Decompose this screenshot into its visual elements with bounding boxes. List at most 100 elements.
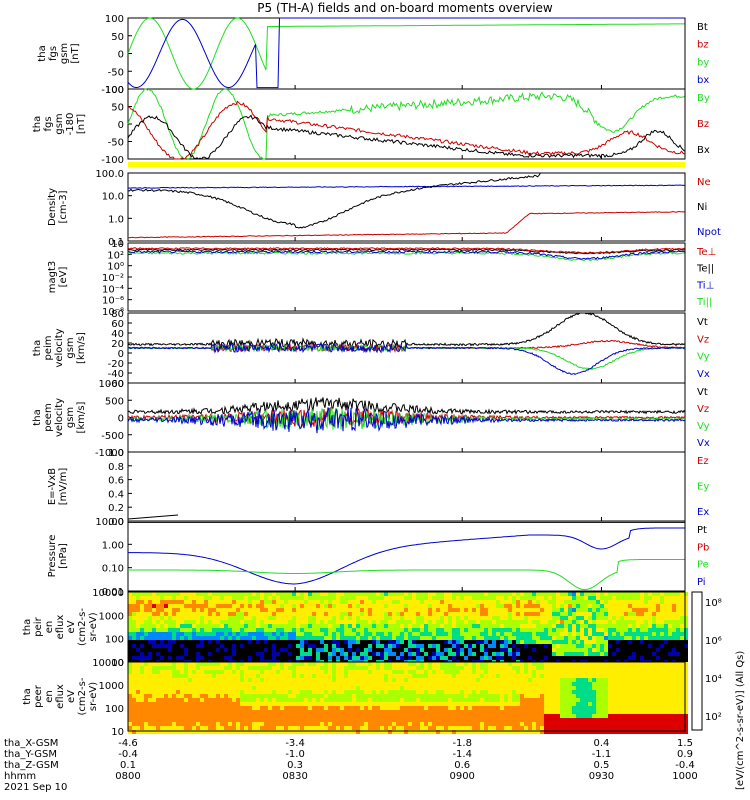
panel-2-ytick-label: 0 <box>118 120 124 131</box>
spectrogram-ion-cell <box>172 604 176 608</box>
spectrogram-ion-cell <box>240 624 244 628</box>
spectrogram-electron-cell <box>596 730 600 734</box>
spectrogram-ion-cell <box>516 616 520 620</box>
spectrogram-electron-cell <box>156 686 160 690</box>
spectrogram-electron-cell <box>188 666 192 670</box>
spectrogram-ion-cell <box>248 632 252 636</box>
spectrogram-ion-cell <box>364 636 368 640</box>
spectrogram-ion-cell <box>632 600 636 604</box>
spectrogram-ion-cell <box>264 608 268 612</box>
spectrogram-ion-cell <box>584 628 588 632</box>
spectrogram-electron-cell <box>388 706 392 710</box>
spectrogram-electron-cell <box>232 678 236 682</box>
spectrogram-ion-cell <box>624 592 628 596</box>
spectrogram-electron-cell <box>312 690 316 694</box>
spectrogram-electron-cell <box>332 710 336 714</box>
spectrogram-ion-cell <box>148 608 152 612</box>
spectrogram-electron-cell <box>352 670 356 674</box>
spectrogram-ion-cell <box>508 604 512 608</box>
spectrogram-ion-cell <box>536 596 540 600</box>
spectrogram-ion-cell <box>664 636 668 640</box>
spectrogram-electron-cell <box>488 722 492 726</box>
spectrogram-electron-cell <box>440 718 444 722</box>
spectrogram-electron-cell <box>308 726 312 730</box>
spectrogram-ion-cell <box>192 608 196 612</box>
spectrogram-electron-cell <box>312 710 316 714</box>
spectrogram-ion-cell <box>500 624 504 628</box>
spectrogram-ion-cell <box>208 636 212 640</box>
spectrogram-electron-cell <box>336 722 340 726</box>
spectrogram-ion-cell <box>388 640 392 644</box>
spectrogram-electron-cell <box>268 698 272 702</box>
spectrogram-ion-cell <box>248 628 252 632</box>
spectrogram-electron-cell <box>572 666 576 670</box>
spectrogram-electron-cell <box>176 718 180 722</box>
spectrogram-electron-cell <box>212 698 216 702</box>
spectrogram-electron-cell <box>512 702 516 706</box>
spectrogram-ion-cell <box>328 624 332 628</box>
spectrogram-ion-cell <box>372 608 376 612</box>
spectrogram-ion-cell <box>472 624 476 628</box>
panel-1-ylabel: thafgsgsm[nT] <box>37 43 81 64</box>
spectrogram-ion-cell <box>624 616 628 620</box>
spectrogram-ion-cell <box>412 628 416 632</box>
spectrogram-ion-cell <box>252 640 256 644</box>
spectrogram-ion-cell <box>392 596 396 600</box>
spectrogram-ion-cell <box>492 632 496 636</box>
spectrogram-electron-cell <box>600 710 604 714</box>
spectrogram-ion-cell <box>428 636 432 640</box>
spectrogram-electron-cell <box>232 674 236 678</box>
spectrogram-ion-cell <box>172 652 176 656</box>
spectrogram-electron-cell <box>400 726 404 730</box>
spectrogram-ion-cell <box>380 612 384 616</box>
spectrogram-ion-cell <box>512 616 516 620</box>
spectrogram-electron-cell <box>496 678 500 682</box>
spectrogram-ion-cell <box>316 636 320 640</box>
spectrogram-ion-cell <box>164 644 168 648</box>
spectrogram-electron-cell <box>348 698 352 702</box>
spectrogram-electron-cell <box>540 722 544 726</box>
spectrogram-electron-cell <box>548 698 552 702</box>
spectrogram-ion-cell <box>252 624 256 628</box>
spectrogram-ion-cell <box>420 628 424 632</box>
spectrogram-ion-cell <box>664 640 668 644</box>
spectrogram-electron-cell <box>428 690 432 694</box>
spectrogram-electron-cell <box>316 670 320 674</box>
spectrogram-ion-cell <box>288 636 292 640</box>
spectrogram-electron-cell <box>396 690 400 694</box>
spectrogram-ion-cell <box>396 656 400 660</box>
spectrogram-ion-cell <box>196 632 200 636</box>
spectrogram-electron-cell <box>560 686 564 690</box>
spectrogram-electron-cell <box>456 730 460 734</box>
spectrogram-ion-cell <box>612 596 616 600</box>
spectrogram-electron-cell <box>480 718 484 722</box>
spectrogram-electron-cell <box>340 686 344 690</box>
spectrogram-electron-cell <box>544 702 548 706</box>
spectrogram-electron-cell <box>392 670 396 674</box>
spectrogram-electron-cell <box>412 682 416 686</box>
spectrogram-electron-cell <box>312 718 316 722</box>
spectrogram-electron-cell <box>216 730 220 734</box>
spectrogram-ion-cell <box>272 652 276 656</box>
spectrogram-electron-cell <box>312 722 316 726</box>
spectrogram-electron-cell <box>460 706 464 710</box>
spectrogram-ion-cell <box>404 648 408 652</box>
spectrogram-ion-cell <box>320 624 324 628</box>
spectrogram-ion-cell <box>496 612 500 616</box>
spectrogram-ion-cell <box>364 600 368 604</box>
spectrogram-electron-cell <box>400 662 404 666</box>
spectrogram-electron-cell <box>476 666 480 670</box>
spectrogram-electron-cell <box>528 666 532 670</box>
spectrogram-ion-cell <box>452 616 456 620</box>
spectrogram-ion-cell <box>524 612 528 616</box>
spectrogram-ion-cell <box>560 596 564 600</box>
spectrogram-ion-cell <box>672 628 676 632</box>
spectrogram-ion-cell <box>516 652 520 656</box>
spectrogram-electron-cell <box>220 682 224 686</box>
spectrogram-ion-cell <box>644 636 648 640</box>
spectrogram-electron-cell <box>164 722 168 726</box>
spectrogram-ion-cell <box>416 652 420 656</box>
spectrogram-electron-cell <box>220 714 224 718</box>
spectrogram-ion-cell <box>164 648 168 652</box>
spectrogram-ion-cell <box>380 604 384 608</box>
